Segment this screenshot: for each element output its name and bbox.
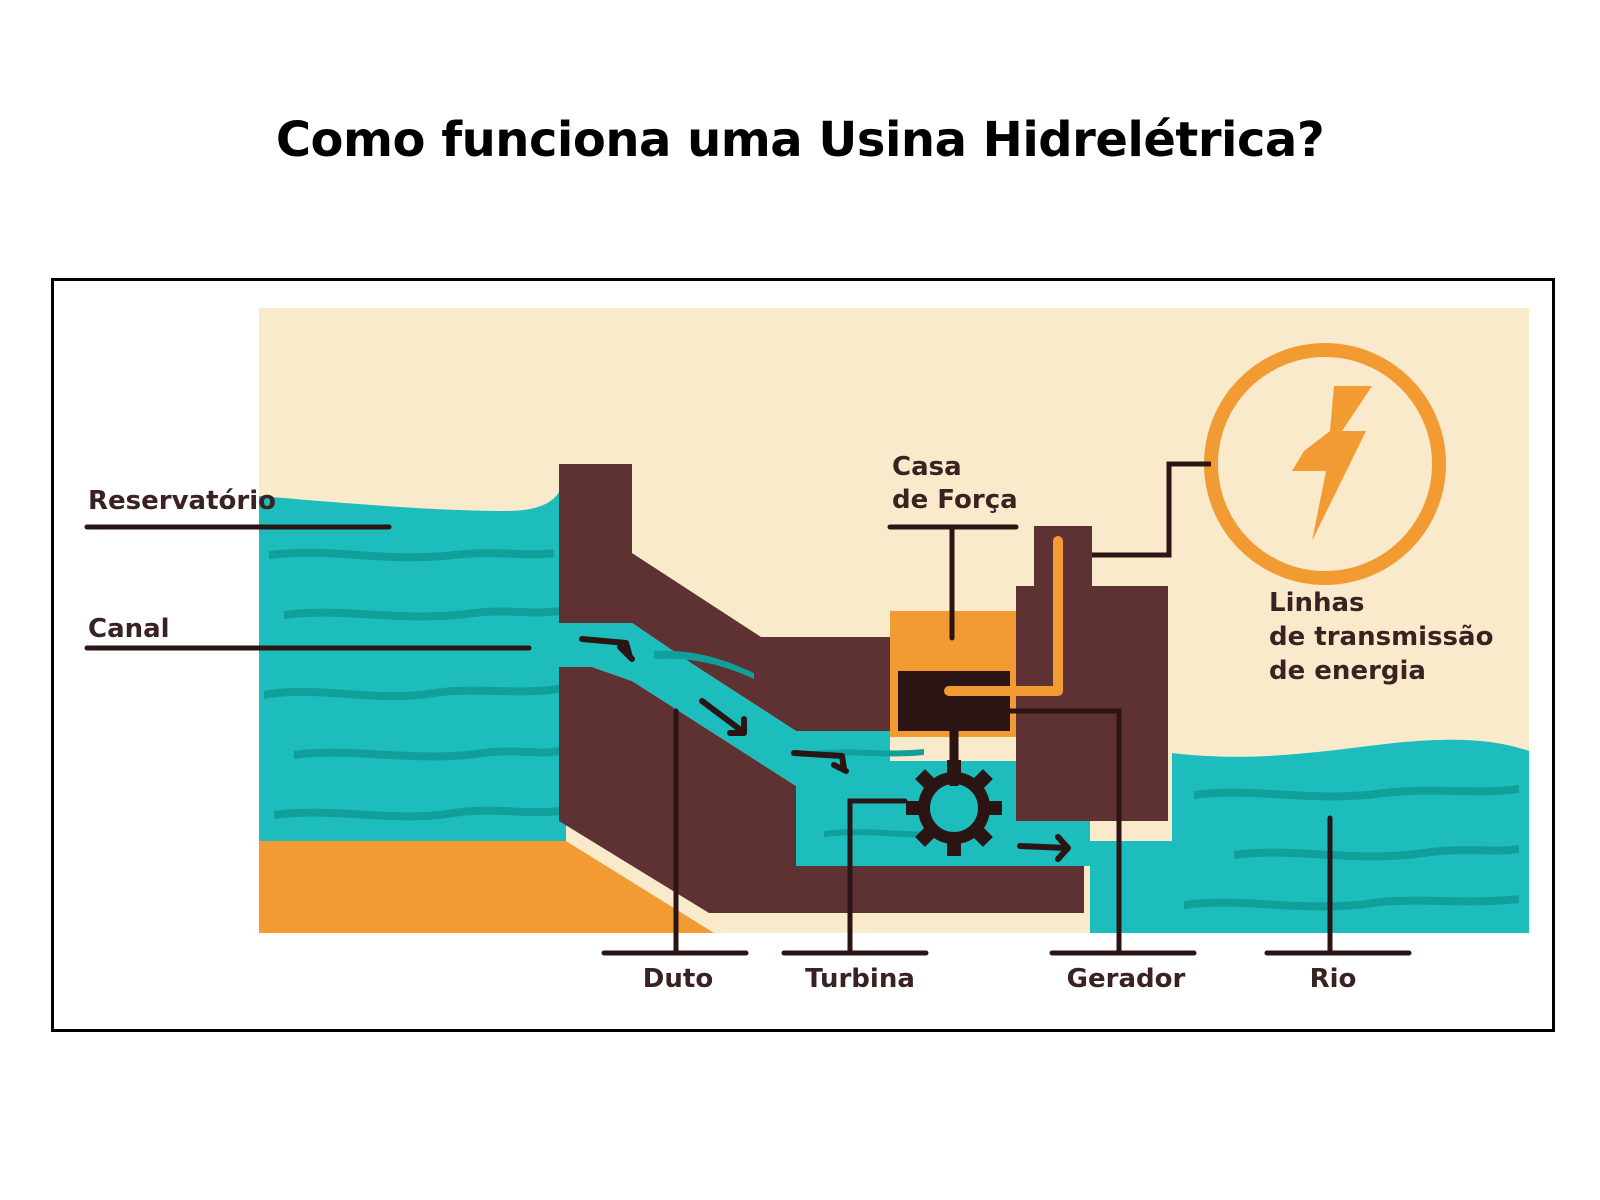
label-gerador: Gerador	[1067, 964, 1186, 994]
label-duto: Duto	[643, 964, 713, 994]
arrow-icon	[579, 636, 1071, 862]
generator-output-cable	[944, 536, 1063, 696]
river-ripples	[1184, 785, 1519, 911]
label-linhas-line2: de transmissão	[1269, 622, 1493, 652]
label-linhas-line1: Linhas	[1269, 588, 1365, 618]
reservoir-water	[259, 468, 566, 841]
power-house-tower-base	[1016, 586, 1168, 821]
diagram-frame: Reservatório Canal Casa de Força Linhas …	[51, 278, 1555, 1032]
reservoir-sediment	[259, 841, 714, 933]
label-reservatorio: Reservatório	[88, 486, 276, 516]
reservoir-ripples	[264, 548, 559, 821]
label-linhas-line3: de energia	[1269, 656, 1426, 686]
leader-lines	[84, 524, 1412, 956]
label-rio: Rio	[1310, 964, 1357, 994]
penstock-water	[559, 623, 1090, 866]
page-title: Como funciona uma Usina Hidrelétrica?	[275, 112, 1325, 168]
label-canal: Canal	[88, 614, 170, 644]
label-casa-de-forca-line2: de Força	[892, 485, 1018, 515]
lightning-bolt-icon	[1292, 386, 1372, 541]
hydroelectric-diagram: Reservatório Canal Casa de Força Linhas …	[84, 308, 1529, 994]
gear-icon	[906, 760, 1002, 856]
dam-upper	[559, 464, 890, 731]
dam-lower	[559, 667, 1084, 913]
label-turbina: Turbina	[805, 964, 915, 994]
generator-box	[898, 671, 1010, 731]
transmission-line	[1092, 461, 1211, 558]
label-casa-de-forca-line1: Casa	[892, 452, 962, 482]
